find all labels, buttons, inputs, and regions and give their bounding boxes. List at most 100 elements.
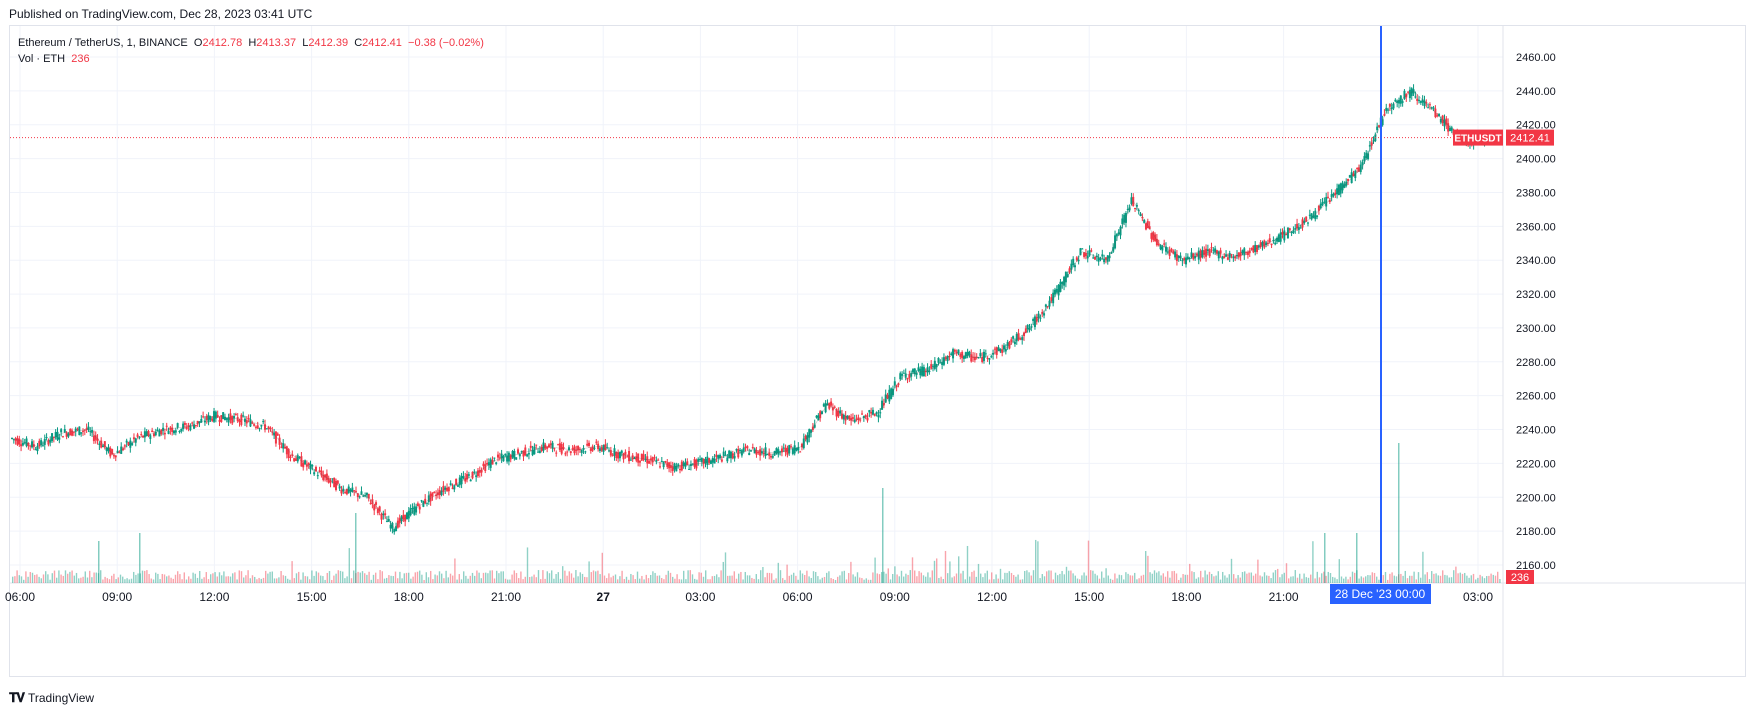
volume-bar (1384, 571, 1387, 583)
legend-symbol[interactable]: Ethereum / TetherUS, 1, BINANCE (18, 37, 188, 49)
volume-bar (524, 576, 526, 583)
footer-logo-text[interactable]: TradingView (28, 691, 95, 705)
candle-body (111, 449, 114, 455)
volume-bar (731, 575, 733, 583)
volume-bar (333, 575, 335, 583)
candle-body (617, 452, 620, 459)
volume-bar (722, 561, 724, 583)
volume-bar (1186, 574, 1189, 583)
volume-bar (1426, 572, 1428, 583)
volume-bar (929, 577, 931, 583)
volume-bar (359, 572, 361, 583)
chart-frame[interactable] (9, 25, 1746, 677)
volume-bar (927, 572, 929, 583)
candle-body (984, 353, 987, 355)
candle-body (109, 447, 112, 457)
candle-body (919, 368, 922, 376)
volume-bar (566, 575, 568, 583)
tradingview-logo-icon[interactable]: 𝐓𝐕 (9, 690, 25, 705)
candle-body (755, 450, 758, 455)
candle-body (1033, 316, 1036, 328)
candle-body (1210, 247, 1213, 249)
candle-body (699, 459, 702, 461)
candle-body (353, 490, 356, 492)
volume-bar (1052, 579, 1054, 583)
candle-body (882, 402, 885, 406)
candle-body (271, 431, 274, 433)
volume-bar (1439, 575, 1442, 583)
volume-bar (744, 571, 746, 583)
candle-body (91, 429, 94, 433)
candle-body (327, 477, 330, 483)
candle-body (311, 465, 314, 467)
candle-body (853, 419, 856, 423)
candle-body (531, 450, 534, 456)
candle-body (1075, 257, 1078, 261)
candle-body (1432, 107, 1435, 109)
volume-bar (53, 570, 56, 583)
volume-bar (1015, 576, 1017, 583)
volume-bar (141, 570, 144, 583)
candle-body (431, 492, 434, 497)
candle-body (1012, 336, 1015, 339)
volume-bar (1107, 575, 1109, 583)
candle-body (260, 425, 263, 427)
volume-bar (815, 571, 817, 583)
volume-bar (839, 575, 841, 583)
volume-bar (1017, 574, 1019, 583)
volume-bar (1213, 576, 1215, 583)
volume-bar (1296, 577, 1299, 583)
volume-bar (1329, 572, 1332, 583)
volume-bar (1195, 578, 1197, 583)
candle-body (648, 461, 651, 464)
volume-bar (1129, 575, 1131, 583)
candle-body (92, 435, 95, 442)
volume-bar (876, 573, 878, 583)
volume-bar (1006, 572, 1008, 583)
candle-body (1443, 119, 1446, 127)
volume-bar (663, 579, 665, 583)
candle-body (1266, 242, 1269, 244)
candle-body (841, 413, 844, 419)
candle-body (899, 373, 902, 380)
candle-body (278, 437, 281, 445)
candle-body (839, 410, 842, 414)
candle-body (1165, 246, 1168, 252)
volume-bar (933, 560, 936, 583)
volume-bar (896, 574, 898, 583)
volume-spike (98, 541, 100, 583)
volume-bar (779, 570, 782, 583)
candle-body (1201, 249, 1204, 258)
volume-bar (1334, 577, 1336, 583)
volume-bar (955, 573, 958, 583)
volume-bar (493, 578, 496, 583)
volume-bar (311, 570, 313, 583)
candle-body (1294, 228, 1297, 230)
candle-body (207, 415, 210, 423)
volume-bar (1325, 575, 1327, 583)
candle-body (49, 439, 52, 443)
volume-bar (328, 571, 331, 583)
candle-body (737, 448, 740, 458)
volume-bar (623, 579, 625, 583)
volume-bar (465, 575, 467, 583)
candle-body (688, 468, 691, 470)
legend-volume-label[interactable]: Vol · ETH (18, 53, 66, 65)
candle-body (586, 443, 589, 446)
volume-bar (557, 572, 559, 583)
volume-bar (863, 579, 865, 583)
candle-body (922, 367, 925, 377)
price-tick-label: 2160.00 (1516, 560, 1556, 572)
volume-bar (1371, 572, 1373, 583)
candle-body (995, 347, 998, 355)
candle-body (1166, 251, 1169, 253)
volume-bar (146, 570, 148, 583)
volume-bar (843, 570, 845, 583)
candle-body (793, 445, 796, 454)
volume-spike (139, 533, 141, 583)
volume-bar (335, 573, 337, 583)
candle-body (267, 426, 270, 429)
candle-body (968, 351, 971, 356)
candle-body (1137, 209, 1140, 211)
